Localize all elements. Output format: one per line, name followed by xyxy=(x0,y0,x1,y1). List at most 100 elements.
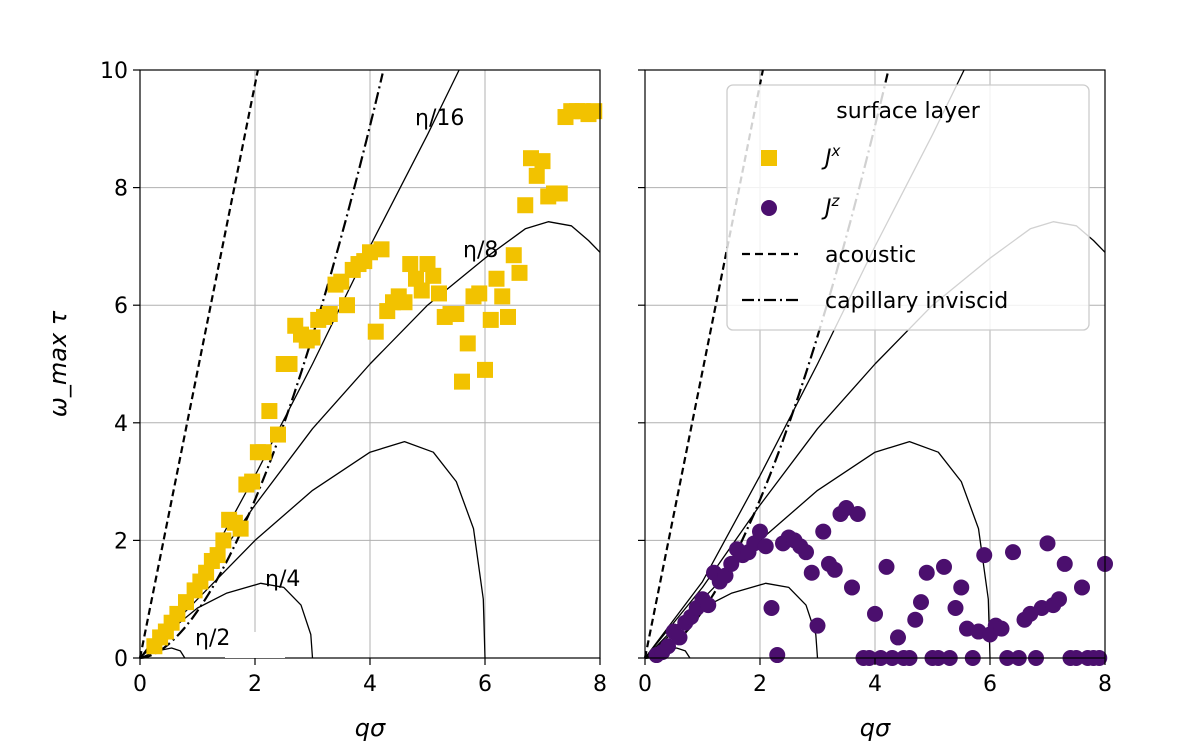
data-point-square xyxy=(244,473,261,490)
curve-label-eta-4: η/4 xyxy=(265,567,300,592)
data-point-circle xyxy=(803,564,820,581)
legend-label-capillary: capillary inviscid xyxy=(825,289,1008,314)
legend-title: surface layer xyxy=(836,99,980,124)
data-point-circle xyxy=(913,594,929,611)
data-point-square xyxy=(482,311,499,328)
data-point-square xyxy=(488,270,505,287)
data-point-square xyxy=(402,256,419,273)
data-point-circle xyxy=(700,597,717,614)
x-tick-label: 2 xyxy=(753,672,767,697)
y-tick-label: 6 xyxy=(114,294,128,319)
curve-label-eta-16: η/16 xyxy=(415,106,464,131)
data-point-square xyxy=(232,520,249,537)
acoustic-line xyxy=(138,69,259,659)
data-point-circle xyxy=(849,505,866,522)
x-tick-label: 6 xyxy=(478,672,492,697)
data-point-square xyxy=(505,247,522,264)
data-point-circle xyxy=(947,600,964,617)
data-point-square xyxy=(396,294,413,311)
curve-label-eta-8: η/8 xyxy=(463,238,498,263)
data-point-circle xyxy=(936,558,952,575)
data-point-square xyxy=(281,356,298,372)
eta2-label-bg xyxy=(225,632,285,658)
data-point-square xyxy=(511,264,528,281)
data-point-square xyxy=(373,241,390,258)
data-point-square xyxy=(454,373,470,390)
data-point-square xyxy=(215,532,232,549)
x-tick-label: 4 xyxy=(363,672,377,697)
data-point-circle xyxy=(769,647,786,664)
data-point-circle xyxy=(752,523,768,540)
x-tick-label: 0 xyxy=(133,672,147,697)
data-point-circle xyxy=(1074,579,1090,596)
data-point-square xyxy=(517,197,534,214)
data-point-square xyxy=(551,185,568,202)
data-point-square xyxy=(534,153,551,170)
data-point-circle xyxy=(723,555,740,572)
data-point-circle xyxy=(993,620,1010,637)
left-ticks xyxy=(133,69,601,665)
legend-label-acoustic: acoustic xyxy=(825,243,916,268)
legend-box xyxy=(726,84,1090,331)
data-point-circle xyxy=(671,629,688,646)
data-point-square xyxy=(255,444,272,461)
capillary-inviscid-line xyxy=(139,73,384,660)
data-point-square xyxy=(321,306,338,323)
data-point-circle xyxy=(809,617,826,634)
y-tick-label: 0 xyxy=(114,647,128,672)
data-point-square xyxy=(339,297,355,314)
x-tick-label: 4 xyxy=(868,672,882,697)
y-tick-label: 10 xyxy=(100,59,128,84)
y-axis-label: ω_max τ xyxy=(44,310,72,417)
data-point-circle xyxy=(918,564,935,581)
data-point-circle xyxy=(976,547,993,564)
left-x-axis-label: qσ xyxy=(355,714,386,742)
data-point-circle xyxy=(953,579,970,596)
data-point-square xyxy=(477,361,493,378)
data-point-circle xyxy=(890,629,906,646)
left-data-points xyxy=(146,103,603,655)
data-point-circle xyxy=(1051,591,1067,608)
data-point-square xyxy=(459,335,476,352)
x-tick-label: 6 xyxy=(983,672,997,697)
data-point-circle xyxy=(826,561,843,578)
data-point-circle xyxy=(798,544,814,561)
data-point-circle xyxy=(763,600,780,617)
data-point-circle xyxy=(867,605,883,622)
x-tick-label: 8 xyxy=(593,672,607,697)
data-point-square xyxy=(586,103,603,120)
y-tick-label: 2 xyxy=(114,529,128,554)
data-point-square xyxy=(500,308,516,325)
right-x-axis-label: qσ xyxy=(860,714,891,742)
data-point-square xyxy=(528,167,545,184)
data-point-circle xyxy=(757,538,774,555)
curve-label-eta-2: η/2 xyxy=(195,626,230,651)
legend-marker-circle xyxy=(761,200,777,216)
y-tick-label: 8 xyxy=(114,177,128,202)
data-point-circle xyxy=(1056,555,1073,572)
curve-eta-4 xyxy=(139,440,486,659)
data-point-square xyxy=(425,267,442,284)
right-data-points xyxy=(648,500,1113,666)
data-point-circle xyxy=(1005,544,1021,561)
y-tick-label: 4 xyxy=(114,412,128,437)
data-point-square xyxy=(471,285,488,302)
data-point-circle xyxy=(844,579,860,596)
left-x-tick-labels: 0 2 4 6 8 xyxy=(133,672,607,697)
right-ticks xyxy=(638,69,1106,665)
right-panel: 0 2 4 6 8 qσ surface layer Jx Jz acoustic ca… xyxy=(638,69,1113,742)
data-point-square xyxy=(367,323,384,340)
data-point-circle xyxy=(878,558,895,575)
data-point-square xyxy=(494,288,511,305)
curve-eta-8 xyxy=(139,221,601,659)
data-point-circle xyxy=(1039,535,1056,552)
data-point-square xyxy=(448,306,465,323)
left-panel: 0 2 4 6 8 0 2 4 6 8 10 qσ ω_max τ η/2 η/4 η/8 η/1… xyxy=(44,59,607,742)
x-tick-label: 0 xyxy=(638,672,652,697)
data-point-square xyxy=(431,285,447,302)
legend: surface layer Jx Jz acoustic capillary i… xyxy=(726,84,1090,331)
data-point-square xyxy=(209,547,226,564)
left-y-tick-labels: 0 2 4 6 8 10 xyxy=(100,59,128,672)
x-tick-label: 8 xyxy=(1098,672,1112,697)
